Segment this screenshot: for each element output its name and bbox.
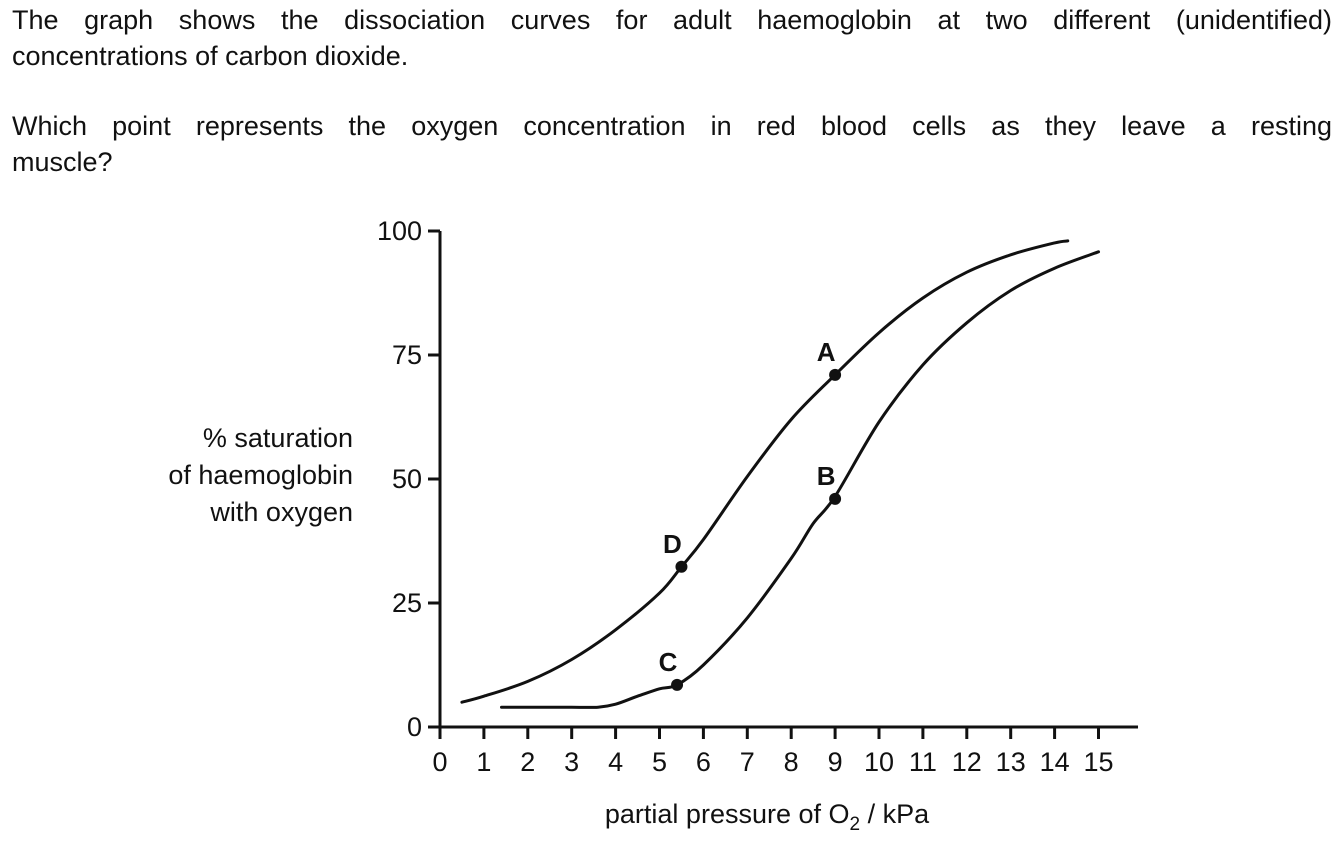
x-tick-label: 11	[909, 747, 937, 777]
x-tick-label: 2	[520, 747, 535, 777]
y-tick-label: 100	[377, 216, 422, 246]
y-tick-label: 25	[392, 588, 422, 618]
question-intro-line-2: concentrations of carbon dioxide.	[12, 41, 409, 71]
y-tick-label: 0	[407, 712, 422, 742]
point-c-label: C	[659, 647, 678, 677]
x-tick-label: 5	[652, 747, 667, 777]
x-tick-label: 8	[784, 747, 799, 777]
x-tick-label: 6	[696, 747, 711, 777]
x-tick-label: 15	[1083, 747, 1113, 777]
question-intro-line-1: The graph shows the dissociation curves …	[12, 5, 1332, 35]
question-prompt-line-1: Which point represents the oxygen concen…	[12, 111, 1332, 141]
y-tick-label: 50	[392, 464, 422, 494]
x-tick-label: 13	[996, 747, 1026, 777]
x-tick-label: 10	[864, 747, 894, 777]
dissociation-curve-left	[460, 239, 1070, 704]
x-tick-label: 1	[476, 747, 491, 777]
dissociation-curve-right	[500, 250, 1100, 709]
question-prompt-line-2: muscle?	[12, 147, 113, 177]
point-c-marker	[671, 678, 684, 691]
point-d-marker	[675, 560, 688, 573]
x-tick-label: 0	[432, 747, 447, 777]
point-a-label: A	[817, 337, 836, 367]
y-axis-label-line: of haemoglobin	[168, 460, 353, 490]
point-b-label: B	[817, 461, 836, 491]
x-tick-label: 12	[952, 747, 982, 777]
question-intro: The graph shows the dissociation curves …	[12, 2, 1332, 74]
x-axis-label: partial pressure of O2 / kPa	[605, 799, 930, 835]
y-axis-label-line: % saturation	[203, 423, 353, 453]
point-d-label: D	[663, 529, 682, 559]
x-tick-label: 14	[1040, 747, 1070, 777]
y-axis-label-line: with oxygen	[209, 497, 353, 527]
point-a-marker	[829, 368, 842, 381]
y-tick-label: 75	[392, 340, 422, 370]
x-tick-label: 7	[740, 747, 755, 777]
point-b-marker	[829, 492, 842, 505]
question-prompt: Which point represents the oxygen concen…	[12, 108, 1332, 180]
x-tick-label: 4	[608, 747, 623, 777]
x-tick-label: 9	[828, 747, 843, 777]
x-tick-label: 3	[564, 747, 579, 777]
